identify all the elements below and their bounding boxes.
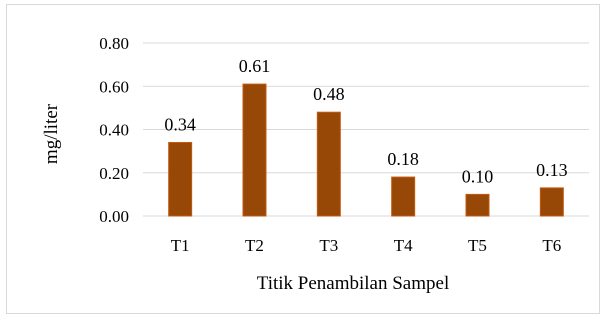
data-label: 0.34	[164, 114, 196, 134]
y-tick-labels: 0.00 0.20 0.40 0.60 0.80	[99, 34, 129, 226]
bar-t4	[392, 177, 415, 216]
y-tick-label: 0.20	[99, 164, 129, 183]
bar-t2	[243, 84, 266, 216]
bar-chart: 0.00 0.20 0.40 0.60 0.80 0.34 0.61 0.48 0.18 0.1…	[7, 5, 601, 315]
bar-t3	[317, 112, 340, 216]
x-tick-label: T2	[245, 236, 264, 255]
data-label: 0.10	[462, 166, 494, 186]
data-label: 0.61	[239, 56, 271, 76]
chart-frame: 0.00 0.20 0.40 0.60 0.80 0.34 0.61 0.48 0.18 0.1…	[6, 4, 600, 314]
y-axis-title: mg/liter	[41, 103, 62, 164]
data-label: 0.18	[387, 149, 419, 169]
bar-t5	[466, 194, 489, 216]
bar-t6	[540, 188, 563, 216]
gridlines	[143, 43, 589, 216]
bar-t1	[169, 142, 192, 216]
data-label: 0.48	[313, 84, 345, 104]
x-tick-label: T1	[171, 236, 190, 255]
y-tick-label: 0.80	[99, 34, 129, 53]
y-tick-label: 0.00	[99, 207, 129, 226]
x-tick-label: T6	[542, 236, 561, 255]
y-tick-label: 0.60	[99, 77, 129, 96]
x-tick-label: T5	[468, 236, 487, 255]
bars	[169, 84, 564, 216]
x-tick-label: T3	[319, 236, 338, 255]
data-label: 0.13	[536, 160, 568, 180]
x-tick-labels: T1 T2 T3 T4 T5 T6	[171, 236, 562, 255]
data-labels: 0.34 0.61 0.48 0.18 0.10 0.13	[164, 56, 567, 186]
x-tick-label: T4	[394, 236, 413, 255]
x-axis-title: Titik Penambilan Sampel	[257, 273, 449, 294]
y-tick-label: 0.40	[99, 121, 129, 140]
